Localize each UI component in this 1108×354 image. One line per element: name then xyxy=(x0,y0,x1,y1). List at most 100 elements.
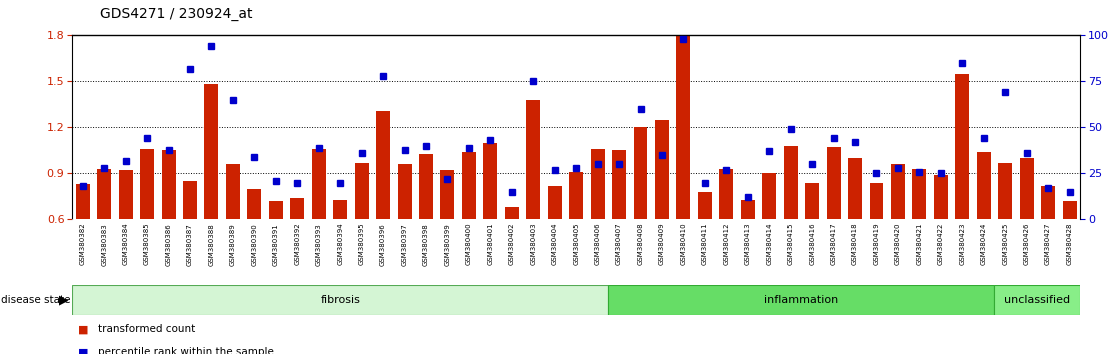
Bar xyxy=(505,207,519,219)
Bar xyxy=(72,285,608,315)
Text: GSM380413: GSM380413 xyxy=(745,223,751,266)
Text: GSM380425: GSM380425 xyxy=(1003,223,1008,265)
Text: GSM380402: GSM380402 xyxy=(509,223,515,265)
Bar xyxy=(205,85,218,219)
Bar xyxy=(290,198,305,219)
Bar xyxy=(719,169,733,219)
Text: GSM380399: GSM380399 xyxy=(444,223,451,266)
Text: GSM380398: GSM380398 xyxy=(423,223,429,266)
Bar xyxy=(419,154,433,219)
Text: GSM380383: GSM380383 xyxy=(101,223,107,266)
Text: ■: ■ xyxy=(78,324,88,334)
Bar xyxy=(655,120,669,219)
Bar xyxy=(677,32,690,219)
Text: percentile rank within the sample: percentile rank within the sample xyxy=(98,347,274,354)
Bar xyxy=(741,200,755,219)
Text: ▶: ▶ xyxy=(59,293,69,307)
Text: GSM380424: GSM380424 xyxy=(981,223,987,265)
Text: GSM380391: GSM380391 xyxy=(273,223,279,266)
Bar xyxy=(955,74,970,219)
Bar xyxy=(462,152,475,219)
Bar xyxy=(441,170,454,219)
Text: GSM380412: GSM380412 xyxy=(724,223,729,265)
Bar xyxy=(783,146,798,219)
Text: GSM380382: GSM380382 xyxy=(80,223,85,266)
Bar xyxy=(848,158,862,219)
Bar xyxy=(334,200,347,219)
Text: unclassified: unclassified xyxy=(1004,295,1070,305)
Text: GSM380407: GSM380407 xyxy=(616,223,622,266)
Bar xyxy=(1063,201,1077,219)
Text: GSM380410: GSM380410 xyxy=(680,223,687,266)
Bar xyxy=(269,201,283,219)
Text: ■: ■ xyxy=(78,347,88,354)
Bar xyxy=(570,172,583,219)
Text: GSM380421: GSM380421 xyxy=(916,223,922,265)
Bar xyxy=(698,192,711,219)
Bar xyxy=(75,184,90,219)
Bar xyxy=(998,163,1013,219)
Bar xyxy=(995,285,1080,315)
Text: GSM380426: GSM380426 xyxy=(1024,223,1029,265)
Text: GSM380427: GSM380427 xyxy=(1045,223,1051,265)
Text: GSM380388: GSM380388 xyxy=(208,223,215,266)
Bar xyxy=(376,110,390,219)
Text: GSM380400: GSM380400 xyxy=(465,223,472,266)
Bar xyxy=(608,285,995,315)
Text: GSM380416: GSM380416 xyxy=(809,223,815,266)
Bar xyxy=(526,100,541,219)
Bar xyxy=(162,150,175,219)
Text: GSM380404: GSM380404 xyxy=(552,223,557,265)
Bar xyxy=(612,150,626,219)
Text: GSM380422: GSM380422 xyxy=(937,223,944,265)
Text: GSM380394: GSM380394 xyxy=(337,223,343,266)
Bar xyxy=(247,189,261,219)
Text: disease state: disease state xyxy=(1,295,71,305)
Bar xyxy=(140,149,154,219)
Text: GSM380403: GSM380403 xyxy=(531,223,536,266)
Text: GSM380387: GSM380387 xyxy=(187,223,193,266)
Text: GSM380396: GSM380396 xyxy=(380,223,386,266)
Bar xyxy=(806,183,819,219)
Bar xyxy=(634,127,647,219)
Text: GSM380384: GSM380384 xyxy=(123,223,129,266)
Bar xyxy=(1042,186,1055,219)
Bar xyxy=(827,147,841,219)
Text: GSM380386: GSM380386 xyxy=(165,223,172,266)
Text: GSM380411: GSM380411 xyxy=(701,223,708,266)
Text: GSM380395: GSM380395 xyxy=(359,223,365,266)
Text: GSM380385: GSM380385 xyxy=(144,223,150,266)
Text: GDS4271 / 230924_at: GDS4271 / 230924_at xyxy=(100,7,253,21)
Bar xyxy=(977,152,991,219)
Text: inflammation: inflammation xyxy=(765,295,839,305)
Bar xyxy=(891,164,905,219)
Text: GSM380419: GSM380419 xyxy=(873,223,880,266)
Bar xyxy=(98,169,111,219)
Text: GSM380420: GSM380420 xyxy=(895,223,901,265)
Text: GSM380393: GSM380393 xyxy=(316,223,321,266)
Text: GSM380428: GSM380428 xyxy=(1067,223,1073,265)
Bar xyxy=(226,164,240,219)
Text: GSM380406: GSM380406 xyxy=(595,223,601,266)
Text: transformed count: transformed count xyxy=(98,324,195,334)
Text: GSM380414: GSM380414 xyxy=(767,223,772,265)
Text: GSM380401: GSM380401 xyxy=(488,223,493,266)
Bar xyxy=(119,170,133,219)
Bar xyxy=(398,164,411,219)
Text: GSM380389: GSM380389 xyxy=(230,223,236,266)
Text: GSM380423: GSM380423 xyxy=(960,223,965,265)
Bar xyxy=(591,149,605,219)
Text: GSM380390: GSM380390 xyxy=(252,223,257,266)
Bar xyxy=(762,173,777,219)
Bar xyxy=(870,183,883,219)
Bar xyxy=(483,143,497,219)
Text: GSM380397: GSM380397 xyxy=(401,223,408,266)
Bar xyxy=(912,169,926,219)
Bar xyxy=(311,149,326,219)
Bar xyxy=(1019,158,1034,219)
Bar xyxy=(934,175,947,219)
Bar xyxy=(183,181,197,219)
Text: GSM380415: GSM380415 xyxy=(788,223,793,265)
Text: GSM380417: GSM380417 xyxy=(831,223,837,266)
Text: GSM380405: GSM380405 xyxy=(573,223,579,265)
